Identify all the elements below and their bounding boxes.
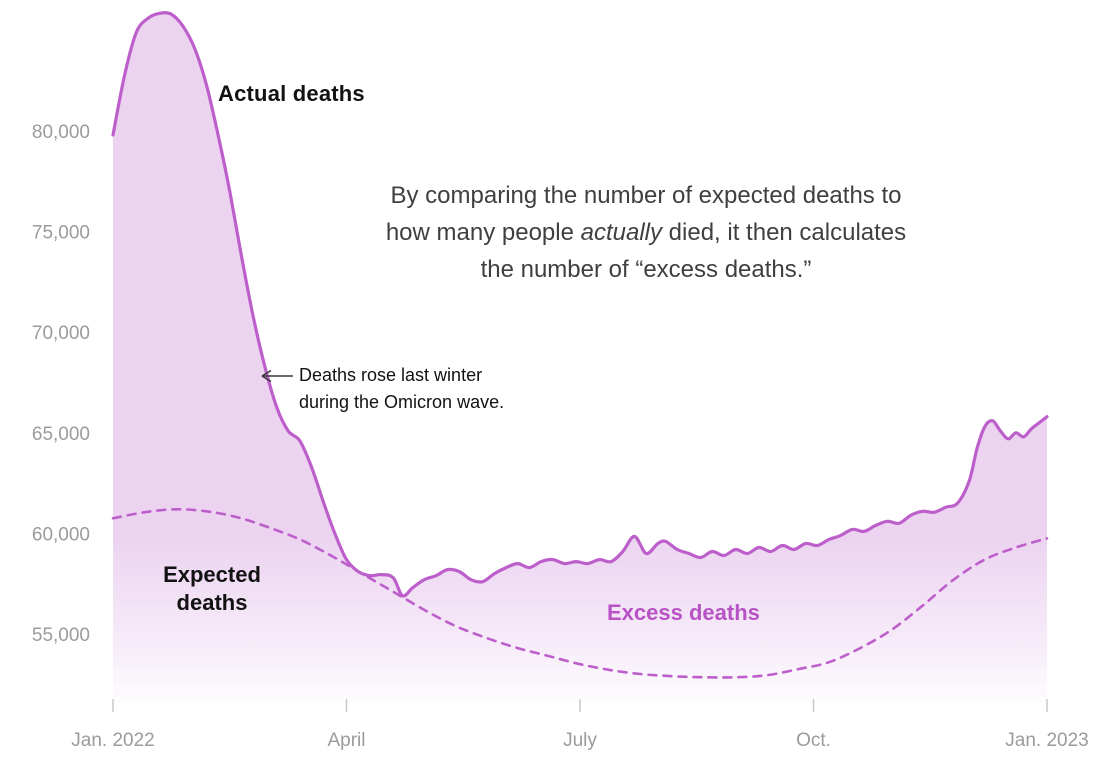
actual-deaths-line: [111, 11, 1049, 598]
x-axis-label: Jan. 2022: [71, 730, 154, 751]
expected-deaths-label-line1: Expected: [163, 562, 261, 587]
method-note: By comparing the number of expected deat…: [246, 177, 1046, 288]
omicron-note: Deaths rose last winter during the Omicr…: [299, 362, 504, 416]
omicron-note-line2: during the Omicron wave.: [299, 392, 505, 412]
excess-deaths-area-fill: [113, 12, 1047, 703]
omicron-arrow-icon: [261, 369, 293, 383]
y-axis-label: 70,000: [32, 323, 90, 344]
y-axis-label: 80,000: [32, 122, 90, 143]
y-axis-label: 60,000: [32, 524, 90, 545]
excess-deaths-label: Excess deaths: [607, 600, 760, 625]
method-note-line2-post: died, it then calculates: [662, 219, 907, 246]
y-axis-label: 65,000: [32, 424, 90, 445]
omicron-note-line1: Deaths rose last winter: [299, 365, 483, 385]
expected-deaths-label: Expected deaths: [148, 561, 276, 617]
y-axis: 80,000 75,000 70,000 65,000 60,000 55,000: [32, 122, 90, 646]
x-axis-label: Jan. 2023: [1005, 730, 1088, 751]
method-note-line3: the number of “excess deaths.”: [480, 256, 812, 283]
method-note-line2-pre: how many people: [385, 219, 581, 246]
method-note-line2-italic: actually: [580, 219, 662, 246]
method-note-line1: By comparing the number of expected deat…: [390, 182, 902, 209]
x-axis-label: Oct.: [796, 730, 831, 751]
expected-deaths-line: [111, 507, 1049, 679]
method-note-line2: how many people actually died, it then c…: [246, 214, 1046, 251]
y-axis-label: 55,000: [32, 625, 90, 646]
y-axis-label: 75,000: [32, 223, 90, 244]
expected-deaths-label-line2: deaths: [176, 590, 248, 615]
x-axis-label: July: [563, 730, 597, 751]
actual-deaths-label: Actual deaths: [218, 81, 365, 106]
x-axis-label: April: [327, 730, 365, 751]
x-axis: Jan. 2022 April July Oct. Jan. 2023: [71, 699, 1089, 751]
